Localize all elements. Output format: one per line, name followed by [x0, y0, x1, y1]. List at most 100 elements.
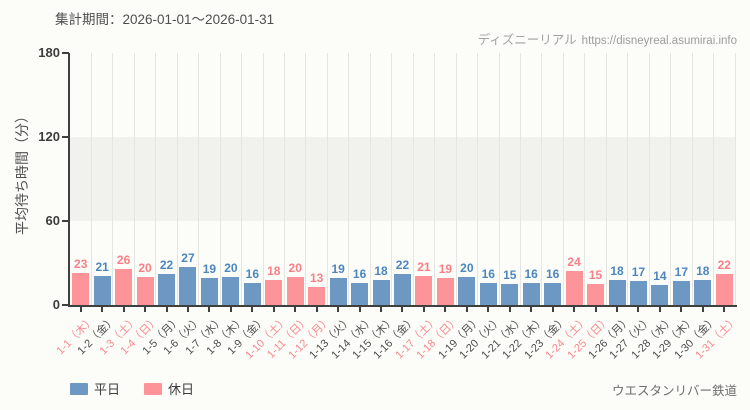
bar-slot: 16	[349, 53, 370, 312]
bar-value-label: 19	[202, 262, 217, 277]
weekday-bar	[629, 281, 647, 305]
bar-slot: 21	[91, 53, 112, 312]
bar-slot: 21	[413, 53, 434, 312]
x-axis-tick	[337, 307, 340, 312]
bar-value-label: 22	[717, 258, 731, 273]
gridline	[133, 53, 135, 305]
weekday-bar	[179, 267, 197, 305]
weekday-bar	[243, 282, 261, 305]
period-label: 集計期間：2026-01-01～2026-01-31	[55, 12, 275, 27]
weekday-bar	[158, 274, 176, 305]
bar-value-label: 16	[481, 266, 495, 281]
bar-value-label: 17	[631, 265, 646, 280]
x-axis-tick	[573, 307, 576, 312]
bar-slot: 23	[70, 53, 91, 312]
bar-value-label: 20	[138, 261, 152, 275]
plot-area: 23 21 26 20 22 27 19 20 16 18 20 13 19 16 18 22 21 19 20 16…	[68, 53, 737, 312]
weekday-bar	[672, 281, 690, 305]
holiday-bar	[265, 279, 283, 305]
weekday-bar	[372, 279, 390, 305]
gridline	[541, 53, 543, 305]
x-axis-tick	[165, 307, 168, 312]
y-axis-tick-label: 60	[45, 213, 60, 228]
legend-swatch-holiday	[144, 382, 163, 395]
bar-value-label: 21	[417, 259, 431, 274]
bar-value-label: 22	[395, 258, 410, 273]
x-axis-tick	[701, 307, 704, 312]
gridline	[348, 53, 350, 305]
gridline	[198, 53, 200, 305]
bar-value-label: 24	[567, 255, 581, 270]
bar-slot: 16	[242, 53, 263, 312]
bar-slot: 26	[113, 53, 134, 312]
bar-slot: 16	[478, 53, 499, 312]
holiday-bar	[286, 277, 304, 305]
gridline	[670, 53, 672, 305]
gridline	[284, 53, 286, 305]
x-axis-tick	[594, 307, 597, 312]
holiday-bar	[136, 277, 154, 305]
x-axis-tick	[294, 307, 297, 312]
gridline	[155, 53, 157, 305]
bar-value-label: 17	[674, 265, 689, 280]
watermark-url-link[interactable]: https://disneyreal.asumirai.info	[581, 35, 737, 47]
bar-value-label: 27	[181, 251, 195, 266]
y-axis-line	[68, 53, 70, 307]
x-axis-tick	[487, 307, 490, 312]
x-axis-line	[68, 305, 737, 307]
bar-value-label: 16	[352, 266, 367, 281]
x-axis-tick	[208, 307, 211, 312]
weekday-bar	[522, 282, 540, 305]
gridline	[562, 53, 564, 305]
holiday-bar	[415, 275, 433, 305]
bar-value-label: 18	[374, 263, 388, 278]
weekday-bar	[222, 277, 240, 305]
bar-value-label: 21	[95, 259, 109, 274]
bar-slot: 19	[199, 53, 220, 312]
gridline	[90, 53, 92, 305]
bar-slot: 15	[585, 53, 606, 312]
gridline	[112, 53, 114, 305]
y-axis-tick-label: 0	[52, 297, 60, 312]
x-axis-tick	[144, 307, 147, 312]
weekday-bar	[329, 278, 347, 305]
bar-slot: 15	[499, 53, 520, 312]
bar-slot: 18	[692, 53, 713, 312]
gridline	[305, 53, 307, 305]
y-axis-tick	[62, 136, 69, 138]
y-axis-tick	[62, 52, 69, 54]
weekday-bar	[351, 282, 369, 305]
x-axis-tick	[401, 307, 404, 312]
gridline	[434, 53, 436, 305]
x-axis-tick	[380, 307, 383, 312]
legend-item-weekday: 平日	[70, 379, 120, 398]
bar-value-label: 26	[116, 252, 131, 267]
weekday-bar	[200, 278, 218, 305]
x-axis-tick	[229, 307, 232, 312]
x-axis-tick	[658, 307, 661, 312]
gridline	[219, 53, 221, 305]
x-axis-tick	[251, 307, 254, 312]
x-axis-tick	[122, 307, 125, 312]
bar-value-label: 18	[696, 263, 710, 278]
bar-slot: 16	[542, 53, 563, 312]
shaded-band	[70, 137, 735, 221]
y-axis-tick	[62, 304, 69, 306]
y-axis-tick-label: 180	[38, 45, 60, 60]
x-axis-tick	[315, 307, 318, 312]
bar-value-label: 16	[245, 266, 259, 281]
gridline	[477, 53, 479, 305]
bar-value-label: 14	[653, 269, 667, 284]
weekday-bar	[608, 279, 626, 305]
gridline	[262, 53, 264, 305]
bar-slot: 22	[156, 53, 177, 312]
x-axis-tick	[637, 307, 640, 312]
weekday-bar	[479, 282, 497, 305]
weekday-bar	[651, 285, 669, 305]
bar-slot: 17	[628, 53, 649, 312]
legend-swatch-weekday	[70, 382, 88, 395]
bar-slot: 19	[435, 53, 456, 312]
bar-value-label: 23	[74, 256, 88, 271]
bar-value-label: 20	[288, 261, 302, 275]
x-axis-tick	[444, 307, 447, 312]
